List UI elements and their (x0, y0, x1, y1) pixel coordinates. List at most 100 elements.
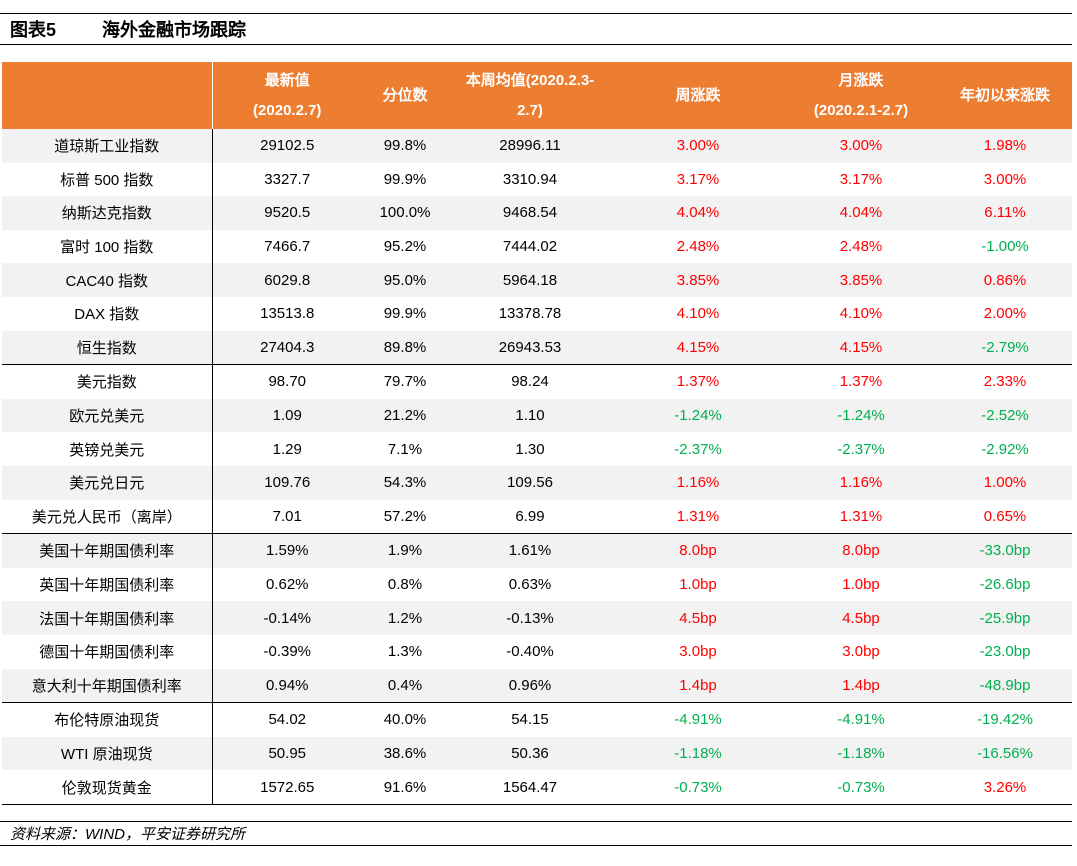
cell-latest: 50.95 (212, 736, 362, 771)
cell-weekly-change: 4.15% (612, 330, 784, 365)
cell-name: 英镑兑美元 (2, 432, 213, 466)
cell-latest: 27404.3 (212, 330, 362, 365)
cell-percentile: 57.2% (362, 499, 448, 534)
cell-week-average: 1.30 (448, 432, 612, 466)
table-row: 美元兑日元 109.76 54.3% 109.56 1.16% 1.16% 1.00% (2, 465, 1072, 500)
cell-percentile: 1.9% (362, 533, 448, 568)
cell-monthly-change: 3.17% (784, 162, 938, 197)
cell-weekly-change: -2.37% (612, 432, 784, 466)
figure-label: 图表5 (10, 20, 57, 40)
cell-name: 美元指数 (2, 364, 213, 399)
header-week-average-line2: 2.7) (517, 101, 543, 119)
bottom-rule (0, 845, 1072, 846)
cell-weekly-change: 3.17% (612, 162, 784, 197)
cell-monthly-change: 4.04% (784, 196, 938, 230)
cell-latest: 7.01 (212, 499, 362, 534)
header-name (2, 62, 213, 129)
cell-name: 富时 100 指数 (2, 229, 213, 264)
cell-monthly-change: -1.24% (784, 398, 938, 433)
cell-percentile: 95.0% (362, 263, 448, 297)
cell-week-average: 26943.53 (448, 330, 612, 365)
header-weekly-change: 周涨跌 (612, 62, 784, 129)
cell-name: CAC40 指数 (2, 263, 213, 297)
cell-week-average: 7444.02 (448, 229, 612, 264)
title-rule (0, 44, 1072, 45)
cell-latest: 1.59% (212, 533, 362, 568)
table-row: 道琼斯工业指数 29102.5 99.8% 28996.11 3.00% 3.00% 1.9… (2, 129, 1072, 163)
cell-name: 美元兑人民币（离岸） (2, 499, 213, 534)
cell-name: 标普 500 指数 (2, 162, 213, 197)
cell-percentile: 38.6% (362, 736, 448, 771)
cell-ytd-change: 3.26% (938, 770, 1072, 805)
cell-name: 布伦特原油现货 (2, 702, 213, 737)
cell-weekly-change: 4.10% (612, 296, 784, 331)
header-monthly-change-line2: (2020.2.1-2.7) (813, 101, 909, 119)
cell-name: DAX 指数 (2, 296, 213, 331)
cell-latest: -0.14% (212, 601, 362, 635)
cell-week-average: 1.61% (448, 533, 612, 568)
cell-ytd-change: 1.98% (938, 129, 1072, 163)
cell-week-average: 98.24 (448, 364, 612, 399)
cell-latest: 3327.7 (212, 162, 362, 197)
cell-percentile: 1.2% (362, 601, 448, 635)
cell-ytd-change: 2.33% (938, 364, 1072, 399)
cell-ytd-change: -23.0bp (938, 634, 1072, 669)
cell-latest: 98.70 (212, 364, 362, 399)
cell-latest: 1.29 (212, 432, 362, 466)
cell-weekly-change: 2.48% (612, 229, 784, 264)
cell-monthly-change: 4.15% (784, 330, 938, 365)
cell-monthly-change: 3.0bp (784, 634, 938, 669)
cell-latest: 7466.7 (212, 229, 362, 264)
cell-weekly-change: 3.00% (612, 129, 784, 163)
cell-ytd-change: -2.92% (938, 432, 1072, 466)
cell-latest: 6029.8 (212, 263, 362, 297)
cell-percentile: 54.3% (362, 465, 448, 500)
cell-monthly-change: 1.31% (784, 499, 938, 534)
table-row: CAC40 指数 6029.8 95.0% 5964.18 3.85% 3.85% 0.86… (2, 263, 1072, 297)
cell-weekly-change: 8.0bp (612, 533, 784, 568)
cell-percentile: 99.9% (362, 162, 448, 197)
cell-percentile: 89.8% (362, 330, 448, 365)
cell-week-average: 109.56 (448, 465, 612, 500)
cell-name: 美元兑日元 (2, 465, 213, 500)
cell-weekly-change: 1.37% (612, 364, 784, 399)
table-row: WTI 原油现货 50.95 38.6% 50.36 -1.18% -1.18% -16.5… (2, 736, 1072, 771)
cell-ytd-change: -25.9bp (938, 601, 1072, 635)
cell-ytd-change: -16.56% (938, 736, 1072, 771)
cell-weekly-change: 1.4bp (612, 668, 784, 703)
table-header: 最新值 (2020.2.7) 分位数 本周均值(2020.2.3- 2.7) 周… (2, 62, 1072, 129)
cell-monthly-change: 1.16% (784, 465, 938, 500)
cell-ytd-change: 2.00% (938, 296, 1072, 331)
cell-percentile: 0.4% (362, 668, 448, 703)
cell-weekly-change: 1.16% (612, 465, 784, 500)
header-row: 最新值 (2020.2.7) 分位数 本周均值(2020.2.3- 2.7) 周… (2, 62, 1072, 129)
cell-week-average: 9468.54 (448, 196, 612, 230)
cell-week-average: 1564.47 (448, 770, 612, 805)
cell-percentile: 91.6% (362, 770, 448, 805)
cell-name: 意大利十年期国债利率 (2, 668, 213, 703)
cell-name: 道琼斯工业指数 (2, 129, 213, 163)
cell-latest: 109.76 (212, 465, 362, 500)
figure-title: 图表5 海外金融市场跟踪 (10, 15, 246, 43)
cell-week-average: 13378.78 (448, 296, 612, 331)
cell-monthly-change: 4.5bp (784, 601, 938, 635)
cell-latest: 9520.5 (212, 196, 362, 230)
table-row: 法国十年期国债利率 -0.14% 1.2% -0.13% 4.5bp 4.5bp -25.9… (2, 601, 1072, 635)
cell-weekly-change: -1.18% (612, 736, 784, 771)
source-note: 资料来源：WIND，平安证券研究所 (10, 826, 245, 843)
cell-weekly-change: -1.24% (612, 398, 784, 433)
cell-latest: 13513.8 (212, 296, 362, 331)
cell-week-average: 50.36 (448, 736, 612, 771)
table-row: 伦敦现货黄金 1572.65 91.6% 1564.47 -0.73% -0.73% 3.2… (2, 770, 1072, 805)
table-row: 美国十年期国债利率 1.59% 1.9% 1.61% 8.0bp 8.0bp -33.0bp (2, 533, 1072, 568)
cell-percentile: 7.1% (362, 432, 448, 466)
cell-latest: 1572.65 (212, 770, 362, 805)
cell-percentile: 40.0% (362, 702, 448, 737)
cell-week-average: -0.40% (448, 634, 612, 669)
source-rule (0, 821, 1072, 822)
cell-latest: 29102.5 (212, 129, 362, 163)
cell-name: 美国十年期国债利率 (2, 533, 213, 568)
cell-ytd-change: -2.79% (938, 330, 1072, 365)
cell-name: 德国十年期国债利率 (2, 634, 213, 669)
cell-weekly-change: 1.31% (612, 499, 784, 534)
